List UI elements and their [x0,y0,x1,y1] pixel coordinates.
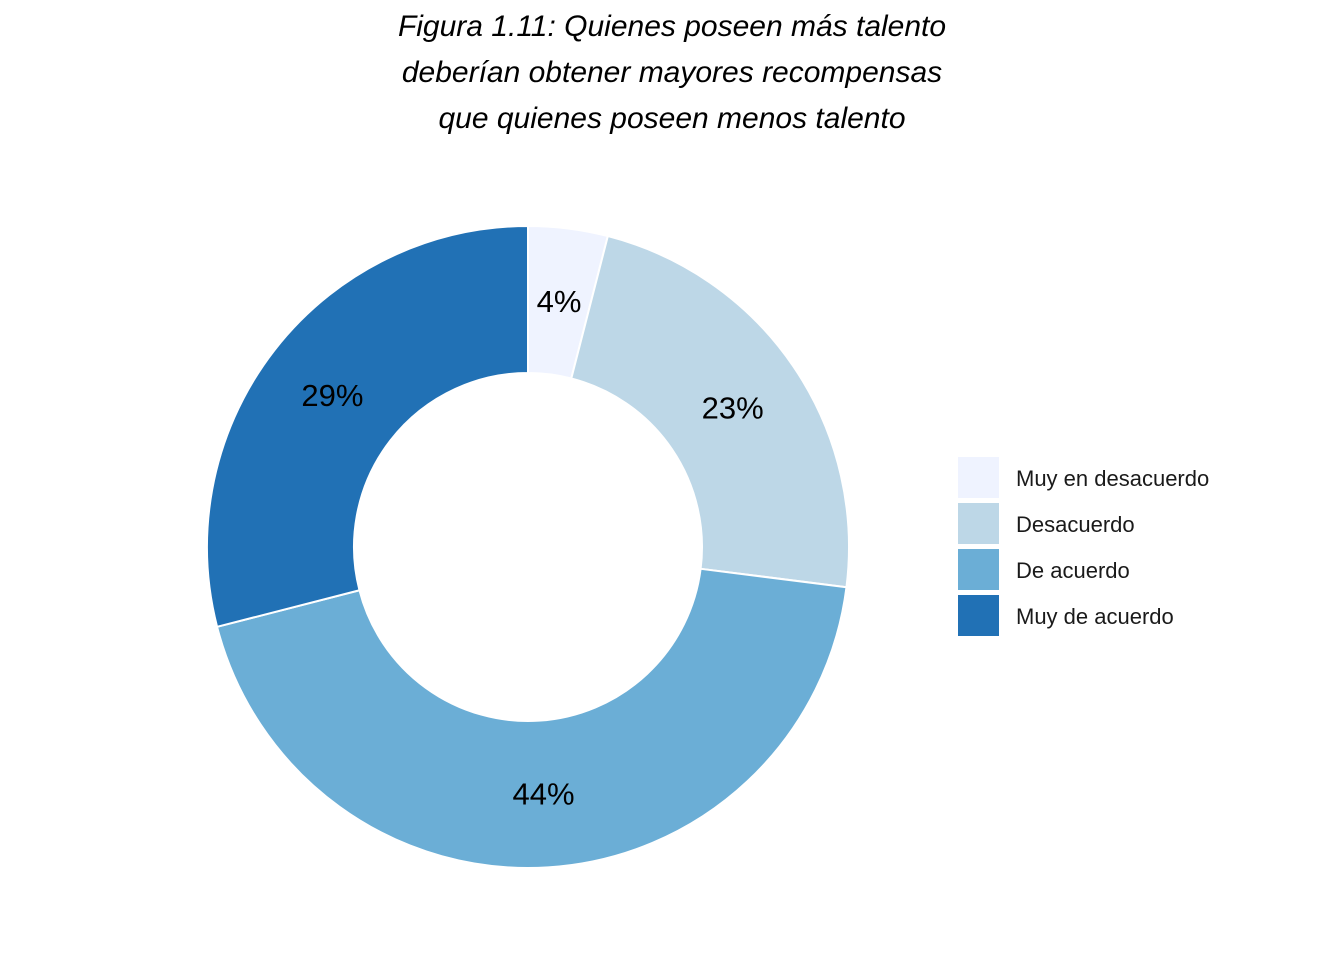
legend-swatch-desacuerdo [958,503,999,544]
legend-swatch-muy-de-acuerdo [958,595,999,636]
slice-muy-de-acuerdo [206,224,529,629]
slice-label-desacuerdo: 23% [702,390,764,425]
chart-title-line-2: deberían obtener mayores recompensas [401,56,943,89]
legend-label-de-acuerdo: De acuerdo [1016,558,1130,583]
legend-swatch-de-acuerdo [958,549,999,590]
slice-de-acuerdo [215,567,848,869]
slice-label-muy-en-desacuerdo: 4% [537,284,582,319]
legend-label-desacuerdo: Desacuerdo [1016,512,1135,537]
slice-label-de-acuerdo: 44% [513,777,575,812]
legend-label-muy-de-acuerdo: Muy de acuerdo [1016,604,1174,629]
slice-desacuerdo [570,234,850,589]
legend-label-muy-en-desacuerdo: Muy en desacuerdo [1016,466,1210,491]
legend-swatch-muy-en-desacuerdo [958,457,999,498]
chart-title: Figura 1.11: Quienes poseen más talento … [0,4,1344,142]
chart-title-line-3: que quienes poseen menos talento [438,102,906,135]
chart-title-line-1: Figura 1.11: Quienes poseen más talento [397,10,947,43]
slice-label-muy-de-acuerdo: 29% [301,378,363,413]
